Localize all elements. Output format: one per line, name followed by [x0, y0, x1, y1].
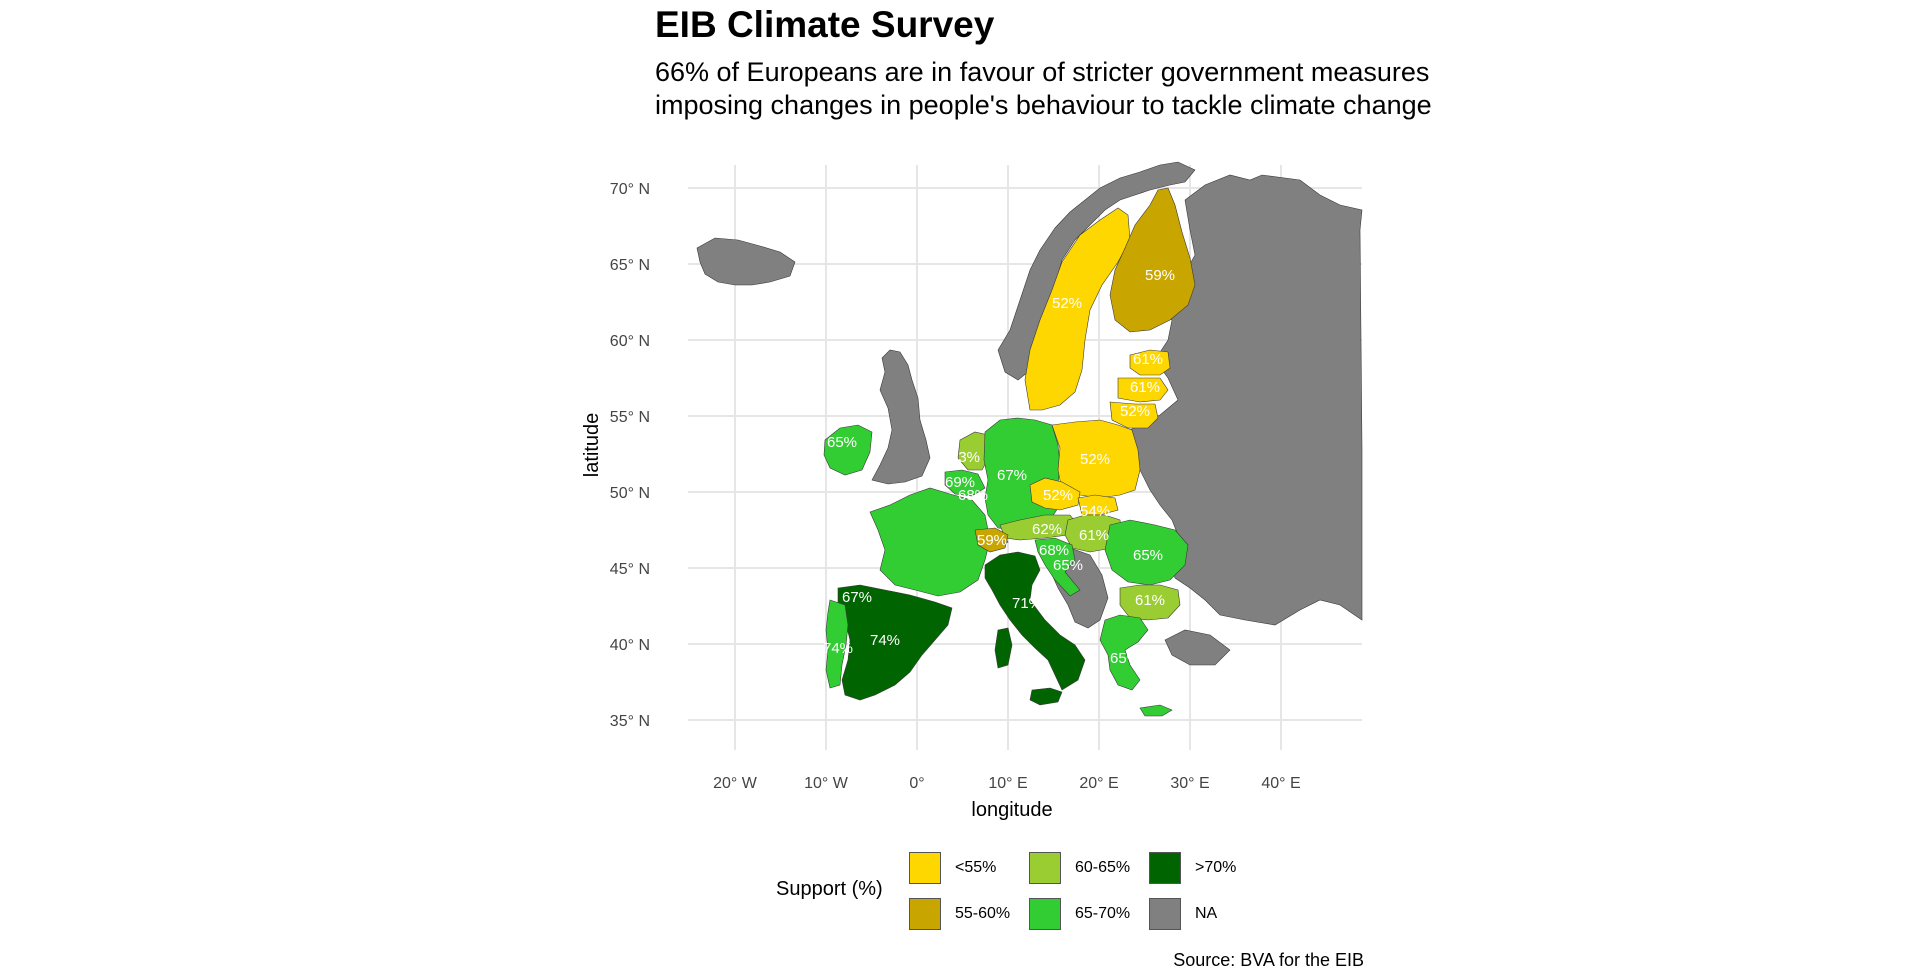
- country-shape-crete: [1139, 704, 1173, 717]
- country-value-label: 52%: [1080, 451, 1110, 468]
- country-shape-iceland: [696, 237, 796, 286]
- country-value-label: 71%: [1012, 595, 1042, 612]
- x-axis-title: longitude: [971, 799, 1052, 821]
- legend-title: Support (%): [776, 878, 883, 900]
- legend-item: NA: [1149, 898, 1217, 930]
- country-shape-slovakia: [1077, 494, 1119, 516]
- value-labels: 52%59%61%61%52%65%63%67%69%68%52%52%54%6…: [823, 267, 1175, 667]
- legend-label: >70%: [1195, 859, 1237, 876]
- country-value-label: 59%: [1145, 267, 1175, 284]
- country-value-label: 68%: [1039, 542, 1069, 559]
- y-tick-label: 45° N: [610, 561, 650, 578]
- country-value-label: 68%: [958, 487, 988, 504]
- country-value-label: 52%: [1043, 487, 1073, 504]
- country-value-label: 52%: [1120, 403, 1150, 420]
- legend-label: 60-65%: [1075, 859, 1131, 876]
- legend-swatch: [1149, 898, 1181, 930]
- country-shape-latvia: [1117, 377, 1169, 403]
- legend-swatch: [1029, 898, 1061, 930]
- country-value-label: 65%: [1133, 547, 1163, 564]
- country-shape-italy: [984, 551, 1086, 691]
- x-tick-label: 40° E: [1261, 775, 1300, 792]
- country-shape-czechia: [1029, 477, 1081, 511]
- y-tick-label: 50° N: [610, 485, 650, 502]
- country-value-label: 65%: [1110, 650, 1140, 667]
- x-tick-label: 0°: [909, 775, 924, 792]
- country-shape-finland: [1109, 187, 1196, 333]
- legend-item: >70%: [1149, 852, 1236, 884]
- country-shape-northern-italy: [974, 527, 1009, 553]
- country-value-label: 61%: [1133, 351, 1163, 368]
- axes: 20° W 10° W 0° 10° E 20° E 30° E 40° E 70° N 65°…: [581, 181, 1301, 821]
- country-value-label: 74%: [870, 632, 900, 649]
- country-value-label: 69%: [945, 474, 975, 491]
- x-tick-label: 30° E: [1170, 775, 1209, 792]
- country-shape-turkey-edge: [1164, 629, 1231, 666]
- x-tick-label: 10° W: [804, 775, 849, 792]
- legend-label: 65-70%: [1075, 905, 1131, 922]
- y-tick-label: 70° N: [610, 181, 650, 198]
- legend-swatch: [909, 852, 941, 884]
- country-shape-sicily: [1029, 687, 1063, 706]
- country-shape-slovenia-croatia: [1034, 537, 1081, 597]
- legend-swatch: [1149, 852, 1181, 884]
- x-tick-label: 10° E: [988, 775, 1027, 792]
- country-value-label: 67%: [997, 467, 1027, 484]
- source-caption: Source: BVA for the EIB: [1173, 950, 1364, 970]
- country-shape-sardinia: [994, 627, 1013, 669]
- country-value-label: 54%: [1080, 503, 1110, 520]
- x-tick-label: 20° E: [1079, 775, 1118, 792]
- country-shapes: [696, 161, 1363, 717]
- country-shape-estonia: [1129, 349, 1171, 376]
- y-tick-label: 65° N: [610, 257, 650, 274]
- subtitle-line-2: imposing changes in people's behaviour t…: [655, 90, 1432, 120]
- country-value-label: 67%: [842, 589, 872, 606]
- country-value-label: 52%: [1052, 295, 1082, 312]
- country-shape-portugal: [825, 599, 849, 689]
- country-shape-bulgaria: [1119, 584, 1181, 621]
- legend-item: 65-70%: [1029, 898, 1130, 930]
- legend-swatch: [909, 898, 941, 930]
- subtitle-line-1: 66% of Europeans are in favour of strict…: [655, 57, 1430, 87]
- legend-swatch: [1029, 852, 1061, 884]
- x-tick-label: 20° W: [713, 775, 758, 792]
- country-value-label: 63%: [950, 449, 980, 466]
- y-tick-label: 60° N: [610, 333, 650, 350]
- country-shape-romania: [1104, 519, 1189, 586]
- legend-item: <55%: [909, 852, 996, 884]
- legend-item: 60-65%: [1029, 852, 1130, 884]
- chart-subtitle: 66% of Europeans are in favour of strict…: [655, 56, 1432, 122]
- country-shape-ireland: [823, 424, 873, 476]
- legend-label: NA: [1195, 905, 1218, 922]
- country-shape-lithuania: [1109, 401, 1159, 429]
- country-shape-sweden: [1024, 207, 1131, 411]
- country-value-label: 65%: [827, 434, 857, 451]
- legend-label: 55-60%: [955, 905, 1011, 922]
- country-shape-poland: [1051, 419, 1141, 499]
- country-shape-greece: [1099, 614, 1149, 691]
- legend-label: <55%: [955, 859, 997, 876]
- country-value-label: 61%: [1135, 592, 1165, 609]
- country-value-label: 65%: [1053, 557, 1083, 574]
- country-shape-uk: [871, 349, 931, 485]
- country-value-label: 74%: [823, 640, 853, 657]
- legend-item: 55-60%: [909, 898, 1010, 930]
- country-value-label: 61%: [1130, 379, 1160, 396]
- country-shape-france: [869, 487, 991, 597]
- country-value-label: 61%: [1079, 527, 1109, 544]
- y-tick-label: 55° N: [610, 409, 650, 426]
- y-tick-label: 35° N: [610, 713, 650, 730]
- y-tick-label: 40° N: [610, 637, 650, 654]
- chart-title: EIB Climate Survey: [655, 4, 995, 45]
- country-value-label: 62%: [1032, 521, 1062, 538]
- country-shape-spain: [837, 584, 953, 701]
- y-axis-title: latitude: [581, 413, 603, 478]
- country-value-label: 59%: [977, 532, 1007, 549]
- country-shape-belgium: [944, 469, 986, 497]
